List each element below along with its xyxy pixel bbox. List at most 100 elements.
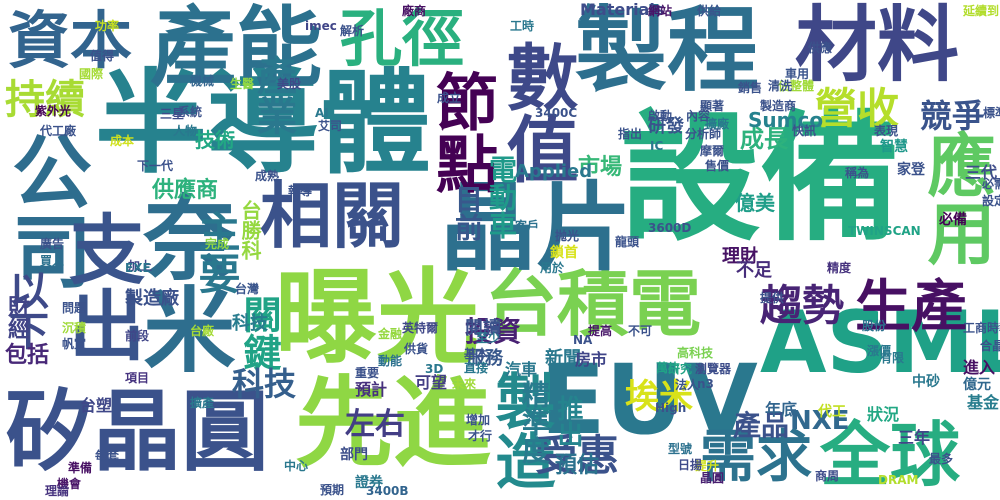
cloud-word: 車用	[785, 67, 810, 81]
cloud-word: 公司	[0, 130, 92, 290]
cloud-word: 相關	[260, 174, 405, 258]
cloud-word: 包括	[5, 343, 50, 368]
cloud-word: 加上	[128, 259, 153, 273]
cloud-word: 必備	[939, 212, 967, 228]
cloud-word: 競爭	[920, 97, 985, 135]
cloud-word: Sumco	[748, 108, 824, 132]
cloud-word: 汽車	[505, 360, 538, 379]
cloud-word: 趨勢	[760, 281, 845, 330]
cloud-word: 資本	[8, 4, 133, 77]
cloud-word: 科技	[232, 313, 268, 334]
cloud-word: 動能	[378, 354, 403, 368]
cloud-word: 供給	[697, 4, 722, 18]
cloud-word: 三星	[160, 107, 185, 121]
cloud-word: 提高	[588, 324, 613, 338]
cloud-word: 年底	[765, 400, 798, 419]
cloud-word: EUV	[540, 344, 758, 456]
cloud-word: 型號	[668, 442, 693, 456]
cloud-word: 三代	[965, 163, 998, 182]
cloud-word: 機械	[190, 74, 215, 88]
cloud-word: 目前	[451, 185, 484, 241]
cloud-word: 預估	[555, 453, 600, 478]
cloud-word: 金融	[378, 327, 403, 341]
cloud-word: 增加	[466, 413, 491, 427]
cloud-word: ASML	[760, 293, 1000, 393]
cloud-word: 售價	[705, 159, 730, 173]
cloud-word: 材料	[795, 0, 960, 93]
cloud-word: 技術	[195, 128, 235, 152]
cloud-word: 稱為	[845, 166, 870, 180]
cloud-word: 準備	[68, 461, 93, 475]
cloud-word: 主要	[192, 210, 241, 294]
cloud-word: 啟動	[648, 109, 673, 123]
cloud-word: 基本	[464, 347, 489, 361]
cloud-word: 網站	[648, 4, 673, 18]
cloud-word: 沉積	[62, 321, 87, 335]
cloud-word: 精度	[827, 261, 852, 275]
cloud-word: 精準度	[518, 380, 551, 464]
cloud-word: 日揚	[678, 458, 703, 472]
cloud-word: 部門	[340, 447, 368, 463]
cloud-word: NXE	[790, 406, 850, 436]
cloud-word: 鎖首	[550, 245, 578, 261]
cloud-word: 標準	[983, 106, 1000, 120]
cloud-word: Materials	[580, 0, 665, 19]
cloud-word: 問題	[62, 301, 87, 315]
cloud-word: 台灣	[235, 282, 260, 296]
cloud-word: 國際	[79, 67, 104, 81]
cloud-word: 研究	[668, 362, 693, 376]
cloud-word: 以下	[2, 270, 48, 350]
cloud-word: 商周	[815, 469, 840, 483]
cloud-word: 半導體	[95, 59, 431, 189]
cloud-word: 先進	[295, 367, 492, 481]
cloud-word: 孔徑	[340, 2, 465, 75]
cloud-word: 紫外光	[35, 104, 72, 118]
cloud-word: IC	[650, 139, 664, 153]
cloud-word: 工商時報	[963, 321, 1000, 335]
cloud-word: 基金	[967, 393, 1000, 412]
cloud-word: 關鍵	[237, 295, 281, 371]
cloud-word: 每套	[95, 449, 120, 463]
cloud-word: 高科技	[677, 346, 714, 360]
cloud-word: 電動車	[485, 155, 518, 239]
cloud-word: 報導	[288, 184, 313, 198]
cloud-word: 成本	[110, 134, 135, 148]
cloud-word: 3600D	[648, 221, 692, 235]
cloud-word: 新聞	[545, 348, 581, 369]
cloud-word: 節點	[425, 70, 498, 194]
cloud-word: 理財	[722, 246, 758, 267]
cloud-word: 生產	[855, 275, 967, 340]
cloud-word: 家登	[897, 162, 925, 178]
cloud-word: 晶圓	[700, 471, 725, 485]
cloud-word: 台積電	[485, 262, 702, 346]
cloud-word: 最多	[929, 452, 954, 466]
cloud-word: 3400B	[366, 484, 409, 498]
cloud-word: 理論	[45, 484, 70, 498]
cloud-word: 財經	[4, 295, 29, 339]
cloud-word: TWINSCAN	[848, 224, 921, 238]
cloud-word: 房市	[575, 350, 608, 369]
cloud-word: 市場	[578, 155, 623, 180]
cloud-word: 龍頭	[615, 235, 640, 249]
cloud-word: 產品	[733, 409, 790, 442]
cloud-word: 工時	[510, 19, 535, 33]
cloud-word: 台廠	[190, 324, 215, 338]
cloud-word: 不足	[736, 260, 772, 281]
cloud-word: 解析	[340, 24, 365, 38]
cloud-word: 股份	[862, 319, 887, 333]
cloud-word: 系統	[178, 105, 203, 119]
cloud-word: 買入	[40, 254, 65, 268]
cloud-word: 供應	[808, 41, 833, 55]
cloud-word: 埃米	[625, 377, 693, 417]
cloud-word: 成立	[437, 91, 462, 105]
cloud-word: 用於	[540, 261, 565, 275]
cloud-word: 漲價	[867, 344, 892, 358]
cloud-word: 全球	[820, 414, 960, 496]
cloud-word: 進入	[963, 358, 996, 377]
cloud-word: 投資	[465, 315, 522, 348]
cloud-word: 曝光	[275, 259, 479, 378]
cloud-word: 智慧	[880, 139, 908, 155]
cloud-word: 法人	[675, 378, 700, 392]
cloud-word: 擴廠	[705, 117, 730, 131]
